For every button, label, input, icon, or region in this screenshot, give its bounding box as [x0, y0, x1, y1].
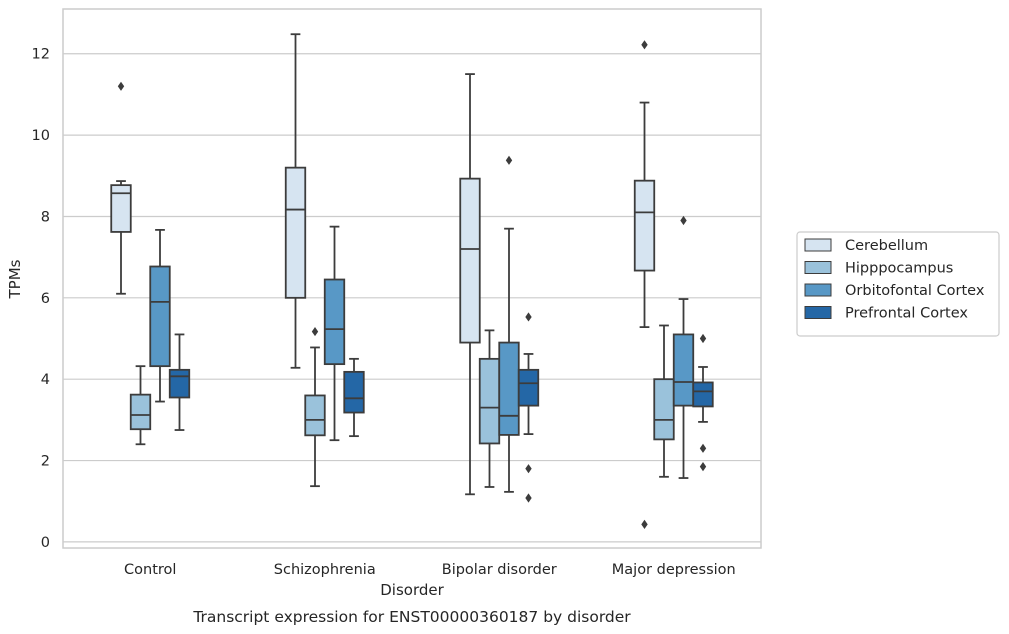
box-iqr: [672, 333, 695, 407]
box-orbitofontal-cortex: [672, 215, 695, 479]
box-iqr: [110, 184, 132, 233]
legend-label: Hipppocampus: [845, 261, 953, 277]
box-iqr: [517, 368, 540, 407]
x-tick-label: Major depression: [612, 562, 736, 578]
y-tick-label: 2: [41, 454, 50, 470]
x-tick-label: Control: [124, 562, 176, 578]
y-axis-ticks: 0 2 4 6 8 10 12: [32, 47, 50, 551]
legend-swatch: [804, 306, 832, 319]
box-orbitofontal-cortex: [323, 225, 346, 442]
x-tick-label: Schizophrenia: [274, 562, 376, 578]
box-hipppocampus: [653, 324, 675, 478]
box-iqr: [692, 381, 714, 408]
legend-frame: [796, 231, 1000, 337]
outlier-point: [699, 333, 707, 344]
y-tick-label: 4: [41, 372, 50, 388]
outlier-point: [525, 464, 532, 474]
box-hipppocampus: [304, 326, 326, 488]
box-iqr: [633, 179, 656, 272]
box-prefrontal-cortex: [343, 357, 365, 438]
box-prefrontal-cortex: [692, 333, 714, 472]
outlier-point: [117, 81, 125, 91]
outlier-point: [525, 312, 532, 322]
box-hipppocampus: [478, 329, 501, 488]
box-iqr: [498, 341, 520, 436]
box-cerebellum: [459, 73, 481, 496]
x-axis-label: Disorder: [380, 581, 444, 599]
box-iqr: [304, 394, 326, 437]
y-tick-label: 12: [32, 47, 50, 63]
box-iqr: [323, 278, 346, 366]
outlier-point: [641, 40, 648, 50]
legend-label: Prefrontal Cortex: [845, 306, 968, 322]
legend: Cerebellum Hipppocampus Orbitofontal Corte…: [796, 231, 1000, 337]
outlier-point: [525, 493, 532, 503]
box-cerebellum: [284, 33, 307, 369]
box-hipppocampus: [129, 365, 152, 446]
box-iqr: [478, 357, 501, 445]
y-axis-label: TPMs: [6, 259, 24, 299]
y-tick-label: 6: [41, 291, 50, 307]
box-cerebellum: [110, 81, 132, 295]
plot-frame: [62, 8, 762, 549]
legend-swatch: [804, 261, 832, 274]
box-prefrontal-cortex: [517, 312, 540, 503]
outlier-point: [699, 443, 707, 453]
box-iqr: [129, 393, 152, 431]
outlier-point: [311, 326, 319, 337]
x-axis-ticks: Control Schizophrenia Bipolar disorder Majo…: [124, 562, 736, 578]
box-cerebellum: [633, 40, 656, 530]
outlier-point: [505, 155, 513, 165]
box-orbitofontal-cortex: [498, 155, 520, 493]
box-iqr: [653, 378, 675, 441]
outlier-point: [699, 462, 707, 472]
box-iqr: [284, 166, 307, 299]
y-tick-label: 8: [41, 209, 50, 225]
chart-caption: Transcript expression for ENST0000036018…: [192, 608, 631, 626]
box-prefrontal-cortex: [168, 333, 191, 431]
y-tick-label: 0: [41, 535, 50, 551]
box-iqr: [459, 177, 481, 344]
x-tick-label: Bipolar disorder: [442, 562, 557, 578]
legend-swatch: [804, 283, 832, 297]
box-iqr: [343, 370, 365, 414]
outlier-point: [641, 519, 648, 530]
legend-swatch: [804, 238, 832, 252]
box-groups: [110, 33, 714, 530]
box-iqr: [149, 265, 171, 368]
legend-label: Orbitofontal Cortex: [845, 283, 985, 299]
box-orbitofontal-cortex: [149, 228, 171, 403]
y-tick-label: 10: [32, 128, 50, 144]
legend-label: Cerebellum: [845, 238, 928, 254]
outlier-point: [680, 215, 687, 226]
box-iqr: [168, 368, 191, 399]
